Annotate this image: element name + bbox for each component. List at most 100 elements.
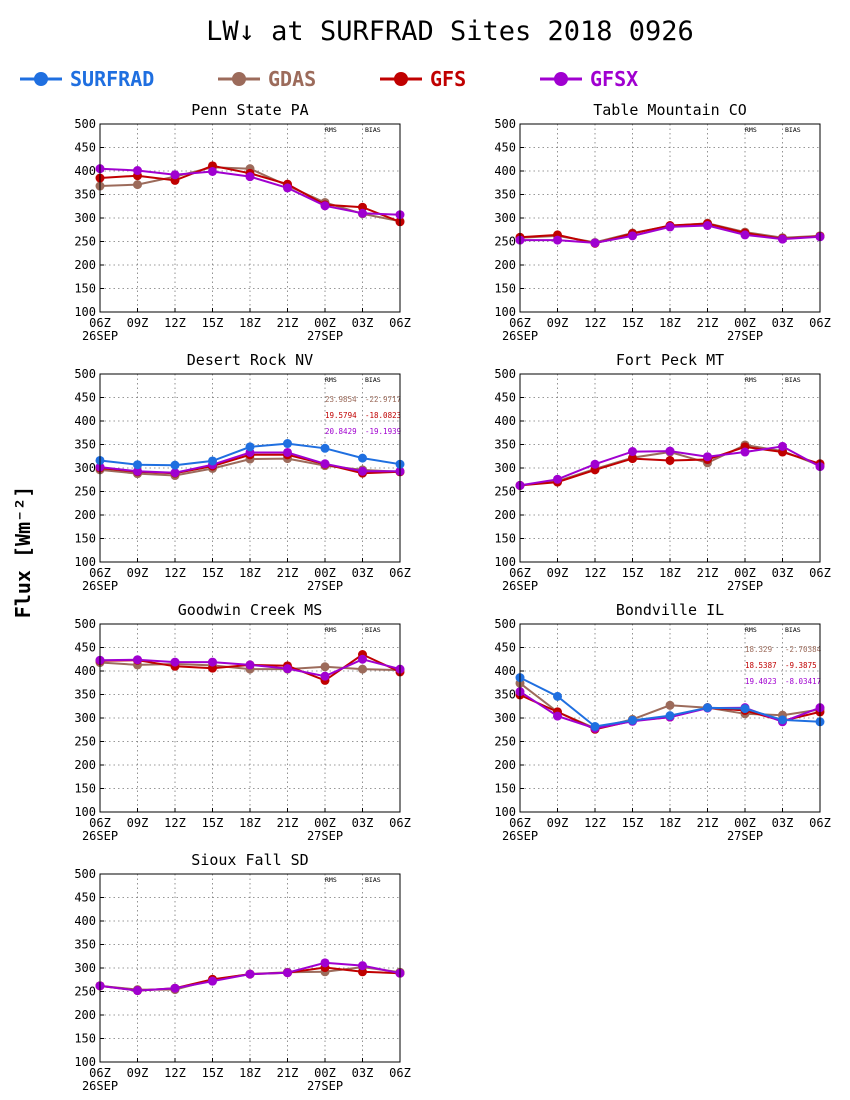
- y-tick-label: 100: [74, 805, 96, 819]
- legend-item-gdas: GDAS: [218, 67, 316, 91]
- x-tick-label: 09Z: [547, 316, 569, 330]
- x-tick-label: 09Z: [127, 816, 149, 830]
- x-tick-label: 18Z: [239, 1066, 261, 1080]
- stats-bias-gdas: -2.70384: [785, 645, 822, 654]
- point-gfs: [628, 454, 637, 464]
- point-surfrad: [320, 443, 330, 453]
- y-tick-label: 300: [74, 711, 96, 725]
- stats-bias-gfs: -18.0823: [365, 411, 401, 420]
- point-gfsx: [320, 958, 330, 968]
- point-gdas: [133, 180, 142, 190]
- series-group: [95, 958, 405, 996]
- panel-desert-rock-nv: Desert Rock NV 100 150 200 250 300 350 400 450 50…: [74, 351, 411, 593]
- x-tick-label: 21Z: [697, 816, 719, 830]
- panel-title: Bondville IL: [616, 601, 724, 619]
- point-gdas: [358, 664, 367, 674]
- panel-title: Fort Peck MT: [616, 351, 724, 369]
- y-tick-label: 200: [74, 1008, 96, 1022]
- x-tick-label: 03Z: [352, 566, 374, 580]
- x-tick-label: 06Z: [89, 316, 111, 330]
- x-tick-label: 12Z: [164, 1066, 186, 1080]
- x-tick-label: 15Z: [622, 816, 644, 830]
- point-surfrad: [133, 460, 142, 470]
- point-gfsx: [778, 441, 787, 451]
- panel-bondville-il: Bondville IL 100 150 200 250 300 350 400 450 500 0…: [494, 601, 831, 843]
- stats-bias-gfsx: -19.1939: [365, 427, 401, 436]
- legend-marker: [232, 72, 246, 86]
- x-tick-label: 18Z: [239, 316, 261, 330]
- stats-bias-header: BIAS: [365, 626, 381, 634]
- panel-penn-state-pa: Penn State PA 100 150 200 250 300 350 400 450 500…: [74, 101, 411, 343]
- stats-rms-gdas: 23.9854: [325, 395, 357, 404]
- x-tick-label: 03Z: [352, 816, 374, 830]
- series-group: [95, 439, 405, 481]
- chart-title: LW↓ at SURFRAD Sites 2018 0926: [206, 16, 694, 47]
- y-tick-label: 100: [494, 305, 516, 319]
- x-tick-label: 15Z: [622, 566, 644, 580]
- x-tick-label: 12Z: [164, 816, 186, 830]
- y-tick-label: 450: [494, 141, 516, 155]
- x-tick-label: 03Z: [772, 316, 794, 330]
- y-tick-label: 100: [74, 555, 96, 569]
- y-tick-label: 400: [74, 664, 96, 678]
- point-gfsx: [358, 961, 367, 971]
- y-tick-label: 400: [494, 664, 516, 678]
- y-tick-label: 200: [494, 508, 516, 522]
- y-axis-label: Flux [Wm⁻²]: [11, 486, 35, 618]
- y-tick-label: 100: [74, 1055, 96, 1069]
- y-tick-label: 400: [494, 164, 516, 178]
- stats-bias-header: BIAS: [785, 126, 801, 134]
- x-tick-label: 06Z: [389, 566, 411, 580]
- panel-title: Goodwin Creek MS: [178, 601, 323, 619]
- y-tick-label: 450: [494, 391, 516, 405]
- y-tick-label: 450: [74, 391, 96, 405]
- x-tick-label: 15Z: [202, 1066, 224, 1080]
- y-tick-label: 150: [494, 282, 516, 296]
- stats-bias-gdas: -22.9717: [365, 395, 401, 404]
- y-tick-label: 500: [74, 867, 96, 881]
- y-tick-label: 500: [74, 117, 96, 131]
- series-group: [515, 673, 825, 734]
- y-tick-label: 300: [494, 211, 516, 225]
- x-tick-label: 06Z: [809, 566, 831, 580]
- x-tick-label: 15Z: [202, 816, 224, 830]
- x-tick-label: 21Z: [277, 816, 299, 830]
- panel-frame: [99, 873, 401, 1063]
- x-date-label: 26SEP: [502, 829, 538, 843]
- x-tick-label: 00Z: [734, 316, 756, 330]
- point-gfsx: [133, 986, 142, 996]
- x-date-label: 27SEP: [727, 829, 763, 843]
- panels: Penn State PA 100 150 200 250 300 350 400 450 500…: [74, 101, 831, 1093]
- y-tick-label: 150: [74, 282, 96, 296]
- x-tick-label: 09Z: [127, 566, 149, 580]
- x-tick-label: 03Z: [772, 566, 794, 580]
- x-tick-label: 03Z: [352, 1066, 374, 1080]
- point-gfsx: [320, 671, 330, 681]
- point-gfsx: [703, 452, 712, 462]
- point-gfsx: [628, 447, 637, 457]
- stats-rms-gdas: 18.329: [745, 645, 772, 654]
- x-tick-label: 21Z: [277, 566, 299, 580]
- x-tick-label: 06Z: [809, 316, 831, 330]
- point-gfsx: [740, 230, 750, 240]
- point-gfsx: [170, 657, 180, 667]
- x-tick-label: 15Z: [202, 566, 224, 580]
- panel-frame: [519, 623, 821, 813]
- y-tick-label: 250: [74, 985, 96, 999]
- point-gfsx: [740, 447, 750, 457]
- x-tick-label: 00Z: [314, 1066, 336, 1080]
- point-gfsx: [590, 459, 600, 469]
- y-tick-label: 350: [74, 688, 96, 702]
- y-tick-label: 300: [494, 461, 516, 475]
- stats-rms-header: RMS: [325, 376, 337, 384]
- x-tick-label: 12Z: [584, 816, 606, 830]
- y-tick-label: 350: [74, 188, 96, 202]
- point-gfsx: [665, 222, 675, 232]
- point-gfsx: [208, 657, 217, 667]
- x-tick-label: 03Z: [352, 316, 374, 330]
- point-gfsx: [283, 968, 292, 978]
- legend-label-gfs: GFS: [430, 67, 466, 91]
- panel-frame: [99, 623, 401, 813]
- panel-frame: [519, 123, 821, 313]
- stats-bias-header: BIAS: [785, 376, 801, 384]
